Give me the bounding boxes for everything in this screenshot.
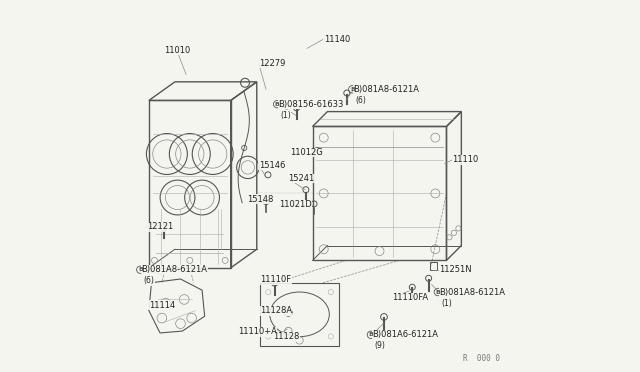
Text: B: B (350, 87, 355, 92)
Text: B)081A8-6121A: B)081A8-6121A (353, 85, 419, 94)
Text: 15146: 15146 (259, 161, 285, 170)
Text: 15241: 15241 (289, 174, 315, 183)
Text: (6): (6) (355, 96, 366, 105)
Text: B)081A6-6121A: B)081A6-6121A (372, 330, 438, 339)
Text: (1): (1) (280, 111, 291, 120)
Text: 12121: 12121 (147, 222, 173, 231)
Text: (9): (9) (374, 341, 385, 350)
Text: 11251N: 11251N (439, 265, 472, 274)
Text: (1): (1) (441, 299, 452, 308)
Text: 11021D: 11021D (279, 200, 312, 209)
Text: B: B (435, 289, 440, 295)
Text: B: B (369, 332, 373, 337)
Text: 11110+A: 11110+A (238, 327, 277, 336)
Text: R  000 0: R 000 0 (463, 354, 500, 363)
Text: B: B (138, 267, 143, 272)
Text: (6): (6) (143, 276, 154, 285)
Text: 11110F: 11110F (260, 275, 292, 284)
Text: 11128: 11128 (273, 332, 300, 341)
Text: 12279: 12279 (259, 59, 285, 68)
Text: 11110FA: 11110FA (392, 293, 429, 302)
Text: 11110: 11110 (452, 155, 478, 164)
Text: 11128A: 11128A (260, 306, 292, 315)
Text: 11140: 11140 (324, 35, 350, 44)
Text: 11010: 11010 (164, 46, 190, 55)
Text: 15148: 15148 (248, 195, 274, 203)
Text: B)081A8-6121A: B)081A8-6121A (439, 288, 505, 296)
Text: B)081A8-6121A: B)081A8-6121A (141, 265, 207, 274)
Text: B)08156-61633: B)08156-61633 (278, 100, 344, 109)
Text: 11012G: 11012G (291, 148, 323, 157)
Text: B: B (275, 102, 280, 107)
Text: 11114: 11114 (149, 301, 175, 310)
